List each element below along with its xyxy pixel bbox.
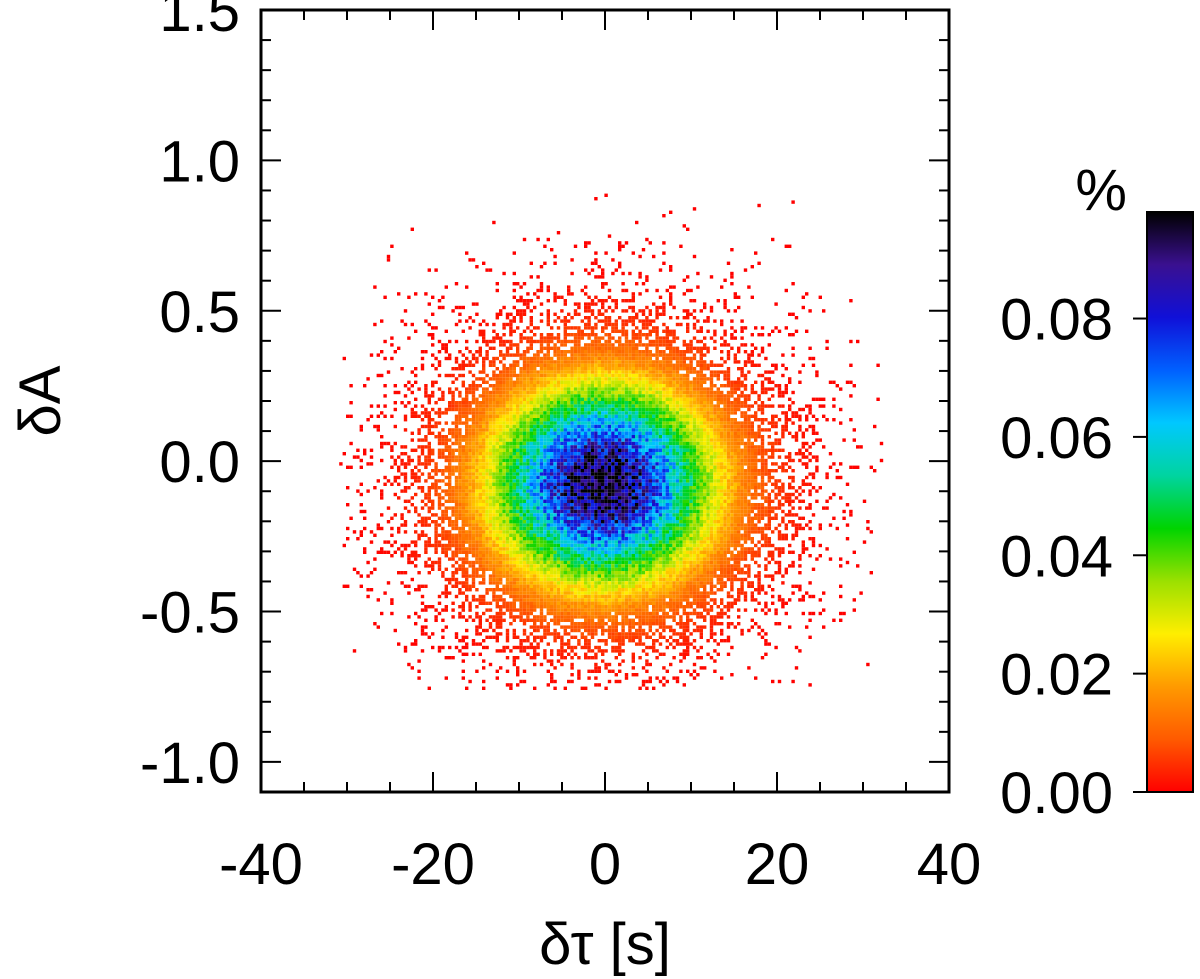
x-tick-label: 20 <box>745 832 810 897</box>
colorbar-tick-label: 0.04 <box>1000 524 1113 589</box>
y-tick-label: 1.0 <box>159 129 240 194</box>
x-axis-title: δτ [s] <box>539 912 671 977</box>
colorbar-tick-label: 0.02 <box>1000 643 1113 708</box>
colorbar-gradient <box>1146 211 1194 793</box>
y-axis-title: δA <box>8 365 73 436</box>
x-tick-label: 40 <box>917 832 982 897</box>
y-axis: -1.0 -0.5 0.0 0.5 1.0 1.5 <box>140 0 949 796</box>
y-tick-label: -0.5 <box>140 581 240 646</box>
x-tick-label: 0 <box>589 832 621 897</box>
colorbar-tick-label: 0.00 <box>1000 761 1113 826</box>
x-tick-label: -40 <box>219 832 303 897</box>
colorbar-tick-label: 0.08 <box>1000 288 1113 353</box>
y-tick-label: 1.5 <box>159 0 240 44</box>
y-tick-label: 0.5 <box>159 280 240 345</box>
colorbar-ticks: 0.00 0.02 0.04 0.06 0.08 <box>1000 288 1147 826</box>
y-tick-label: 0.0 <box>159 430 240 495</box>
x-axis: -40 -20 0 20 40 <box>219 10 981 897</box>
y-tick-label: -1.0 <box>140 731 240 796</box>
colorbar-label: % <box>1075 158 1127 223</box>
x-tick-label: -20 <box>391 832 475 897</box>
colorbar-tick-label: 0.06 <box>1000 406 1113 471</box>
heatmap-cells <box>339 193 884 690</box>
colorbar: % 0.00 0.02 0.04 0.06 0.08 <box>1000 158 1194 826</box>
